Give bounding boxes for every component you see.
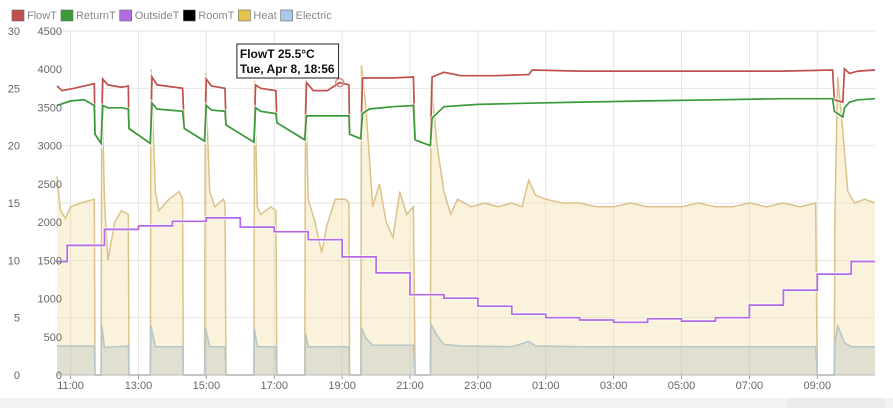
axes: 0 5 10 15 20 25 30 0 500 1000 1500 2000 2500 3000 3500… (8, 26, 875, 392)
legend-swatch (119, 9, 133, 22)
y-right-tick-label: 500 (44, 332, 62, 344)
tooltip-timestamp: Tue, Apr 8, 18:56 (240, 62, 335, 76)
x-tick-label: 17:00 (260, 380, 288, 392)
legend-label: FlowT (27, 10, 57, 22)
electric-area (57, 324, 875, 375)
legend-label: RoomT (198, 10, 234, 22)
y-right-tick-label: 1500 (38, 255, 62, 267)
y-right-tick-label: 4000 (38, 64, 62, 76)
legend-swatch (183, 9, 196, 22)
x-tick-label: 13:00 (125, 380, 153, 392)
legend-item-electric[interactable]: Electric (280, 9, 333, 22)
y-right-tick-label: 3000 (38, 141, 62, 153)
legend[interactable]: FlowT ReturnT OutsideT RoomT Heat Electric (11, 9, 333, 22)
x-tick-label: 01:00 (532, 380, 560, 392)
x-tick-label: 19:00 (328, 380, 356, 392)
y-left-tick-label: 15 (8, 198, 20, 210)
legend-swatch (238, 9, 251, 22)
legend-item-flowt[interactable]: FlowT (11, 9, 57, 22)
x-tick-label: 07:00 (736, 380, 764, 392)
legend-item-returnt[interactable]: ReturnT (60, 9, 116, 22)
tooltip: FlowT 25.5°C Tue, Apr 8, 18:56 (236, 43, 345, 88)
y-left-tick-label: 30 (8, 26, 20, 38)
returnt-line (56, 97, 876, 147)
scrollbar-thumb[interactable] (787, 398, 885, 408)
heat-area (57, 65, 875, 376)
legend-item-roomt[interactable]: RoomT (183, 9, 235, 22)
x-tick-label: 11:00 (57, 380, 84, 392)
flowt-line (56, 66, 876, 147)
legend-label: Heat (253, 10, 276, 22)
y-left-tick-label: 5 (14, 313, 20, 325)
y-right-tick-label: 1000 (38, 294, 62, 306)
legend-item-heat[interactable]: Heat (238, 9, 277, 22)
y-right-tick-label: 0 (56, 370, 62, 382)
legend-label: Electric (296, 10, 333, 22)
bottom-strip (0, 398, 893, 408)
legend-item-outsidet[interactable]: OutsideT (119, 9, 180, 22)
tooltip-box (236, 43, 340, 79)
y-right-tick-label: 4500 (38, 26, 62, 38)
y-right-tick-label: 2500 (38, 179, 62, 191)
line-layer (55, 64, 876, 325)
legend-swatch (60, 9, 74, 22)
x-tick-label: 21:00 (396, 380, 424, 392)
legend-swatch (11, 9, 25, 22)
legend-label: OutsideT (135, 10, 180, 22)
x-tick-label: 03:00 (600, 380, 628, 392)
y-right-tick-label: 2000 (38, 217, 62, 229)
y-left-tick-label: 20 (8, 141, 20, 153)
tooltip-value: FlowT 25.5°C (240, 47, 315, 61)
outsidet-line (57, 217, 875, 324)
y-left-tick-label: 0 (14, 370, 20, 382)
y-right-tick-label: 3500 (38, 102, 62, 114)
hover-point-marker (334, 77, 345, 88)
electric-line (57, 321, 875, 376)
legend-swatch (280, 9, 293, 22)
legend-label: ReturnT (76, 10, 116, 22)
y-left-tick-label: 25 (8, 83, 20, 95)
x-tick-label: 15:00 (193, 380, 221, 392)
y-left-tick-label: 10 (8, 255, 20, 267)
x-tick-label: 05:00 (668, 380, 696, 392)
x-tick-label: 23:00 (464, 380, 492, 392)
x-tick-label: 09:00 (804, 380, 832, 392)
